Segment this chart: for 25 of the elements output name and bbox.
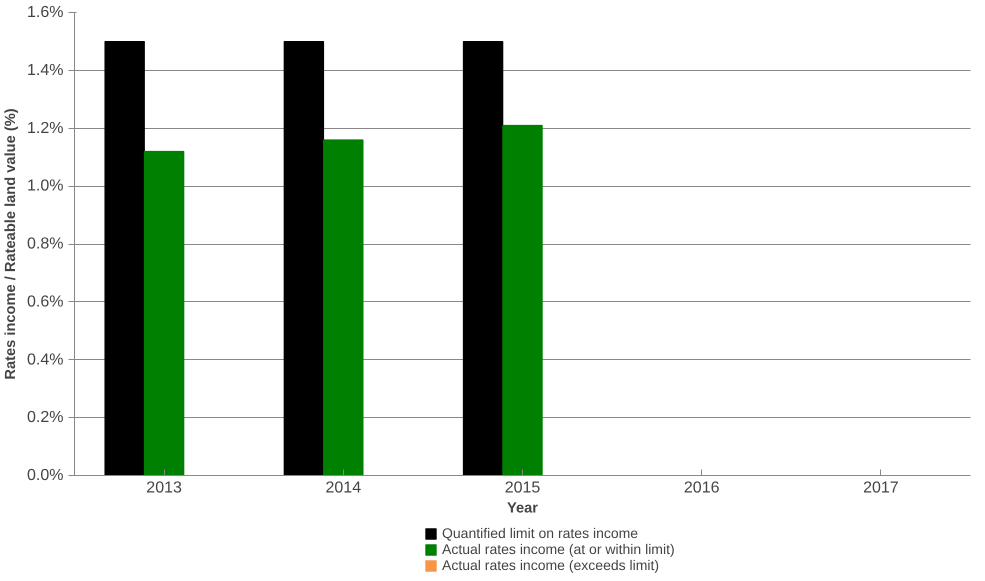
bar [284,40,324,476]
bar [144,150,184,476]
x-tick-label: 2014 [326,480,362,496]
y-tick-label: 0.0% [27,467,64,484]
y-tick-label: 0.8% [27,236,64,252]
bar [502,124,543,476]
x-tick-label: 2015 [504,480,540,496]
y-tick-label: 1.2% [27,120,64,137]
legend-label: Quantified limit on rates income [442,525,638,541]
x-axis-title: Year [507,500,538,516]
x-tick-label: 2016 [684,480,720,496]
legend-label: Actual rates income (at or within limit) [442,541,675,557]
y-tick-label: 1.4% [27,62,64,79]
y-tick-label: 0.4% [27,351,64,368]
x-tick-label: 2017 [863,480,899,496]
y-axis-title: Rates income / Rateable land value (%) [3,108,20,380]
bar [323,139,364,476]
y-tick-label: 0.6% [27,293,64,310]
y-tick-label: 1.0% [27,178,64,195]
y-tick-label: 1.6% [27,4,64,21]
bar [462,40,504,476]
legend-label: Actual rates income (exceeds limit) [442,557,660,573]
x-tick-label: 2013 [146,480,182,496]
y-tick-label: 0.2% [27,409,64,426]
bar [104,40,145,476]
